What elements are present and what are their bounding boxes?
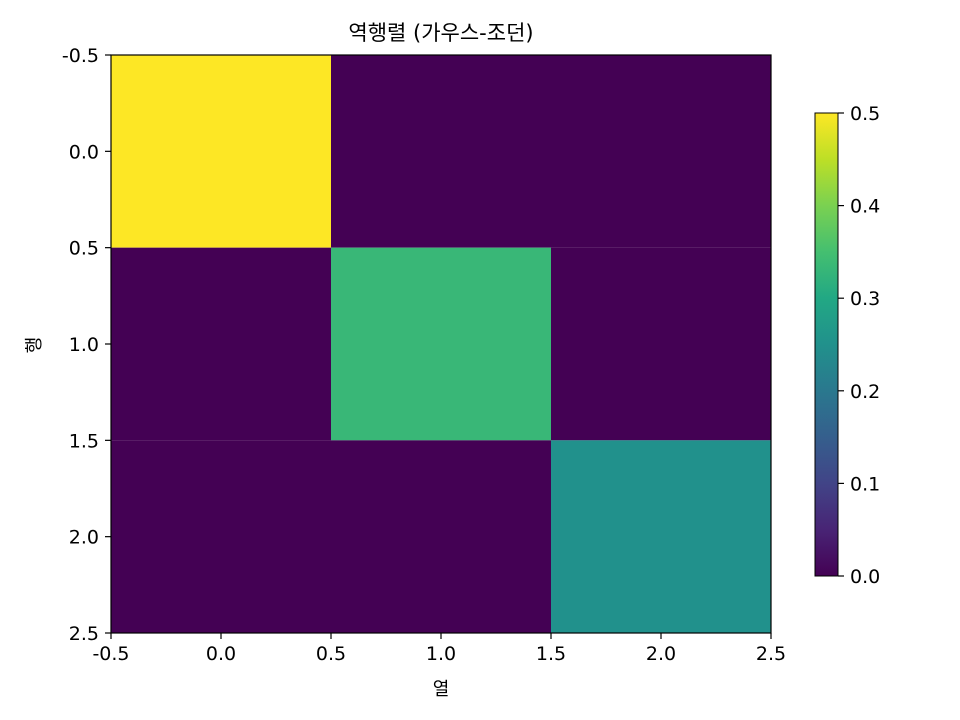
heatmap-cell-r2-c2 [551, 440, 771, 633]
y-tick-label: 2.5 [69, 623, 99, 645]
heatmap-cell-r2-c1 [331, 440, 551, 633]
x-tick-label: 2.0 [646, 643, 676, 665]
y-tick-label: 2.0 [69, 527, 99, 549]
x-tick-label: 0.0 [206, 643, 236, 665]
heatmap-cell-r1-c1 [331, 247, 551, 441]
chart-title: 역행렬 (가우스-조던) [348, 21, 533, 45]
y-tick-label: -0.5 [62, 45, 99, 67]
colorbar-tick-label: 0.0 [850, 566, 880, 588]
colorbar-tick-label: 0.4 [850, 196, 880, 218]
colorbar-gradient [814, 112, 839, 577]
heatmap-cells [111, 55, 771, 633]
x-axis-label: 열 [433, 679, 450, 700]
y-tick-label: 1.0 [69, 334, 99, 356]
heatmap-cell-r0-c0 [111, 55, 331, 248]
colorbar-tick-label: 0.2 [850, 381, 880, 403]
x-axis: -0.5 0.0 0.5 1.0 1.5 2.0 2.5 [92, 633, 786, 665]
colorbar-tick-label: 0.3 [850, 288, 880, 310]
y-tick-label: 1.5 [69, 430, 99, 452]
x-tick-label: 1.0 [426, 643, 456, 665]
x-tick-label: -0.5 [92, 643, 129, 665]
colorbar-tick-label: 0.1 [850, 473, 880, 495]
heatmap-cell-r1-c2 [551, 247, 771, 441]
x-tick-label: 1.5 [536, 643, 566, 665]
colorbar: 0.0 0.1 0.2 0.3 0.4 0.5 [814, 103, 880, 588]
x-tick-label: 2.5 [756, 643, 786, 665]
heatmap-cell-r1-c0 [111, 247, 331, 441]
colorbar-tick-label: 0.5 [850, 103, 880, 125]
x-tick-label: 0.5 [316, 643, 346, 665]
y-axis-label: 행 [24, 337, 45, 354]
heatmap-cell-r2-c0 [111, 440, 331, 633]
heatmap-cell-r0-c1 [331, 55, 551, 248]
heatmap-cell-r0-c2 [551, 55, 771, 248]
y-tick-label: 0.5 [69, 238, 99, 260]
y-axis: -0.5 0.0 0.5 1.0 1.5 2.0 2.5 [62, 45, 111, 645]
y-tick-label: 0.0 [69, 141, 99, 163]
